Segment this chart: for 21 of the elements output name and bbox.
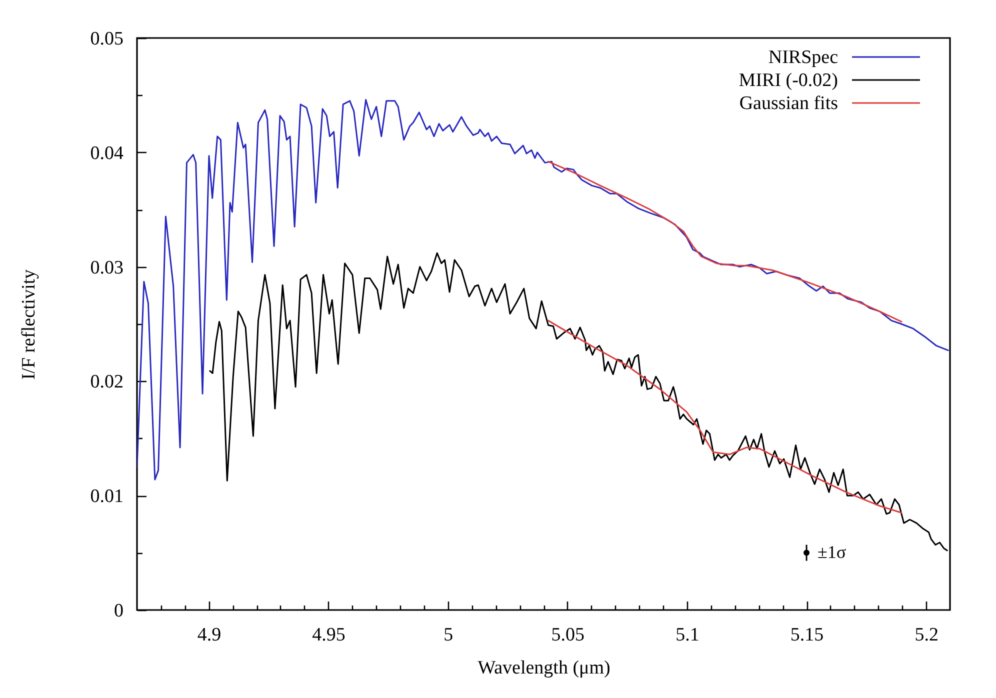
- x-axis-title: Wavelength (μm): [478, 658, 610, 678]
- y-tick-label: 0.01: [90, 486, 124, 508]
- x-tick-label: 5.1: [676, 624, 700, 646]
- y-axis-title: I/F reflectivity: [18, 268, 40, 380]
- line-series: [548, 160, 902, 322]
- legend-label: Gaussian fits: [739, 93, 838, 114]
- y-tick-label: 0: [114, 600, 124, 622]
- y-tick-label: 0.05: [90, 28, 124, 50]
- y-tick-label: 0.04: [90, 142, 124, 164]
- y-tick-label: 0.02: [90, 372, 124, 393]
- legend-label: NIRSpec: [768, 47, 838, 68]
- legend-label: MIRI (-0.02): [738, 70, 838, 91]
- x-tick-label: 4.95: [312, 624, 346, 646]
- y-tick-label: 0.03: [90, 257, 124, 278]
- line-series: [548, 320, 902, 514]
- x-tick-label: 5.15: [790, 624, 824, 646]
- x-tick-label: 5.05: [551, 624, 585, 646]
- x-tick-label: 5.2: [914, 624, 938, 646]
- x-tick-label: 5: [444, 624, 454, 646]
- x-tick-label: 4.9: [197, 624, 222, 646]
- annotation: ±1σ: [818, 542, 846, 562]
